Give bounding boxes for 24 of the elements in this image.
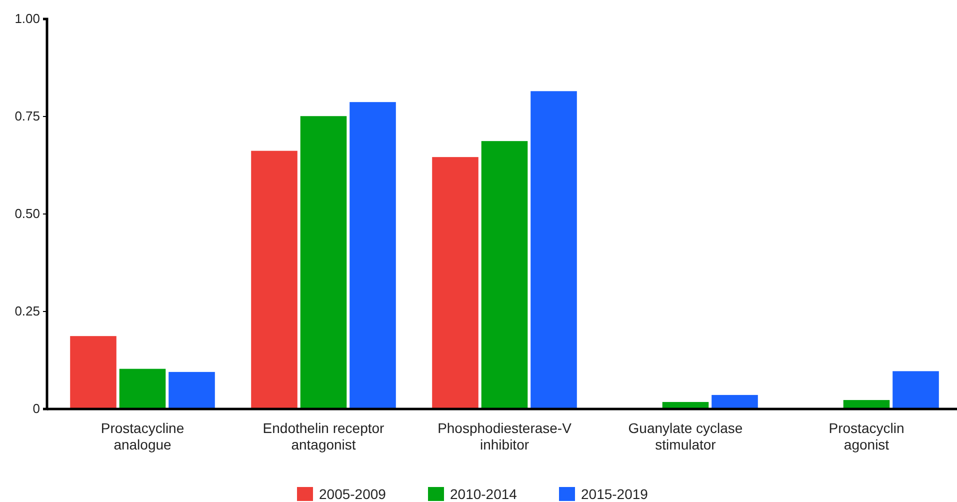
y-tick-label: 0.50 xyxy=(14,206,40,222)
y-tick-label: 0 xyxy=(32,401,40,416)
bar xyxy=(481,141,528,409)
bar xyxy=(168,372,215,409)
x-tick-label: Prostacyclin agonist xyxy=(828,420,904,453)
x-tick-label: Guanylate cyclase stimulator xyxy=(628,420,743,453)
legend-label: 2010-2014 xyxy=(450,486,518,502)
x-tick-label: Endothelin receptor antagonist xyxy=(262,420,385,453)
bar xyxy=(119,368,166,409)
bar xyxy=(350,102,396,409)
bar xyxy=(892,371,939,409)
x-tick-label: Prostacycline analogue xyxy=(100,420,184,453)
bar xyxy=(712,394,758,409)
bar xyxy=(70,336,116,409)
bar xyxy=(530,91,577,409)
x-tick-label: Phosphodiesterase-V inhibitor xyxy=(438,420,572,453)
legend-label: 2015-2019 xyxy=(581,486,648,502)
y-tick-label: 1.00 xyxy=(14,11,40,26)
bar xyxy=(300,116,347,409)
y-tick-label: 0.25 xyxy=(14,304,40,319)
bar xyxy=(432,157,478,409)
y-tick-label: 0.75 xyxy=(14,108,40,124)
legend-label: 2005-2009 xyxy=(319,486,386,502)
bar xyxy=(251,150,298,409)
